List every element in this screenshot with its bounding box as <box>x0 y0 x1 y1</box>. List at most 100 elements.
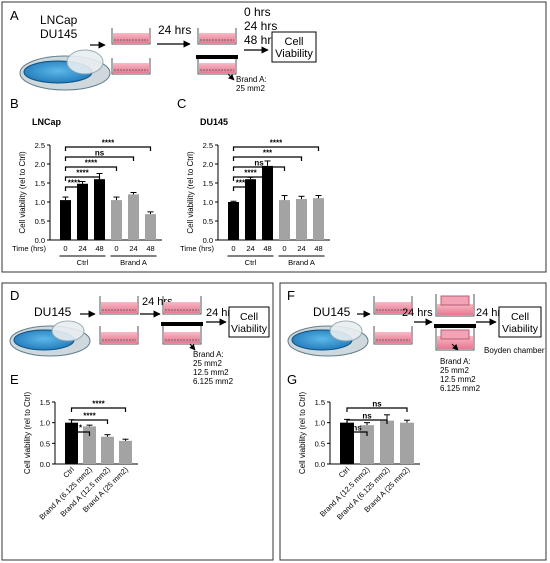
group-label: Brand A <box>120 258 147 267</box>
significance-label: **** <box>85 159 98 168</box>
significance-bracket <box>232 166 286 171</box>
bar <box>400 422 414 464</box>
time-label: 24 hrs <box>244 19 277 33</box>
box-text-line-2: Viability <box>275 48 313 60</box>
bar <box>65 422 78 464</box>
significance-bracket <box>64 166 118 171</box>
well-icon <box>99 326 139 345</box>
y-axis-label: Cell viability (rel to Ctrl) <box>18 151 27 234</box>
panel-d-schematic: D DU145 24 hrs 2 <box>9 288 270 386</box>
culture-dish-icon <box>9 320 91 357</box>
y-axis-label: Cell viability (rel to Ctrl) <box>23 392 32 475</box>
bar <box>101 436 114 464</box>
significance-label: ns <box>254 159 264 168</box>
significance-label: ns <box>95 149 105 158</box>
significance-label: * <box>79 424 83 433</box>
significance-label: **** <box>244 169 257 178</box>
panel-letter-f: F <box>287 288 295 303</box>
well-icon <box>373 326 413 345</box>
y-tick-label: 0.5 <box>315 439 325 448</box>
y-tick-label: 1.5 <box>40 398 50 407</box>
x-tick-label: 24 <box>246 244 254 253</box>
bar <box>245 179 256 240</box>
y-tick-label: 0.0 <box>315 460 325 469</box>
panel-a-schematic: A LNCap DU145 24 hrs <box>10 5 317 93</box>
y-axis-label: Cell viability (rel to Ctrl) <box>186 151 195 234</box>
significance-bracket <box>232 146 320 151</box>
significance-label: ns <box>372 400 382 409</box>
significance-bracket <box>232 156 303 161</box>
y-tick-label: 2.5 <box>35 141 45 150</box>
y-tick-label: 1.0 <box>40 419 50 428</box>
significance-label: **** <box>102 139 115 148</box>
bar <box>340 422 354 464</box>
y-tick-label: 0.0 <box>40 460 50 469</box>
significance-label: *** <box>263 149 273 158</box>
x-row-label: Time (hrs) <box>180 244 214 253</box>
significance-bracket <box>70 431 91 436</box>
y-tick-label: 2.0 <box>35 160 45 169</box>
cell-viability-box <box>228 306 270 338</box>
brand-label: 12.5 mm2 <box>440 375 476 384</box>
well-icon <box>161 322 203 345</box>
y-tick-label: 2.0 <box>203 160 213 169</box>
x-tick-label: 48 <box>314 244 322 253</box>
y-tick-label: 0.0 <box>35 236 45 245</box>
brand-label: 25 mm2 <box>440 366 469 375</box>
x-tick-label: 48 <box>95 244 103 253</box>
significance-label: **** <box>68 179 81 188</box>
well-icon <box>111 28 151 45</box>
brand-label: 6.125 mm2 <box>440 384 481 393</box>
significance-bracket <box>232 176 269 181</box>
pointer-arrow-icon <box>451 343 459 351</box>
y-tick-label: 0.5 <box>35 217 45 226</box>
group-label: Ctrl <box>77 258 89 267</box>
cell-line-label: DU145 <box>313 305 351 319</box>
panel-letter-b: B <box>10 96 19 111</box>
x-tick-label: 0 <box>282 244 286 253</box>
significance-bracket <box>232 186 252 191</box>
panel-letter-g: G <box>287 372 297 387</box>
box-text-line-2: Viability <box>502 323 539 335</box>
significance-bracket <box>64 156 135 161</box>
significance-bracket <box>70 407 127 412</box>
time-label: 0 hrs <box>244 5 271 19</box>
x-row-label: Time (hrs) <box>12 244 46 253</box>
y-tick-label: 1.0 <box>203 198 213 207</box>
significance-label: **** <box>83 412 96 421</box>
significance-label: **** <box>76 169 89 178</box>
y-tick-label: 0.0 <box>203 236 213 245</box>
box-text-line-2: Viability <box>231 323 268 335</box>
well-icon <box>162 296 202 315</box>
bar <box>83 426 96 464</box>
well-icon <box>196 55 238 75</box>
group-label: Brand A <box>288 258 315 267</box>
significance-label: **** <box>92 400 105 409</box>
brand-label: 25 mm2 <box>193 359 222 368</box>
significance-bracket <box>70 419 109 424</box>
bar <box>94 179 105 240</box>
y-tick-label: 0.5 <box>203 217 213 226</box>
incubation-label: 24 hrs <box>158 23 191 37</box>
chart-panel-c: DU145 0.0 0.5 1.0 1.5 2.0 2.5 Cell viability (r… <box>180 117 330 267</box>
y-axis-label: Cell viability (rel to Ctrl) <box>298 392 307 475</box>
x-tick-label: 0 <box>231 244 235 253</box>
x-tick-label: 0 <box>63 244 67 253</box>
chamber-label: Boyden chamber <box>484 346 545 355</box>
boyden-chamber-icon <box>435 294 475 317</box>
cell-viability-box <box>498 306 542 338</box>
bar <box>228 202 239 240</box>
box-text-line-1: Cell <box>240 311 258 323</box>
x-tick-label: 48 <box>263 244 271 253</box>
bar <box>262 165 273 240</box>
brand-label: Brand A: <box>440 357 471 366</box>
y-tick-label: 1.0 <box>35 198 45 207</box>
box-text-line-1: Cell <box>285 36 304 48</box>
x-tick-label: 24 <box>129 244 137 253</box>
well-icon <box>373 296 413 315</box>
brand-label: 12.5 mm2 <box>193 368 229 377</box>
x-tick-label: 24 <box>297 244 305 253</box>
bar <box>296 198 307 240</box>
time-label: 48 hrs <box>244 33 277 47</box>
